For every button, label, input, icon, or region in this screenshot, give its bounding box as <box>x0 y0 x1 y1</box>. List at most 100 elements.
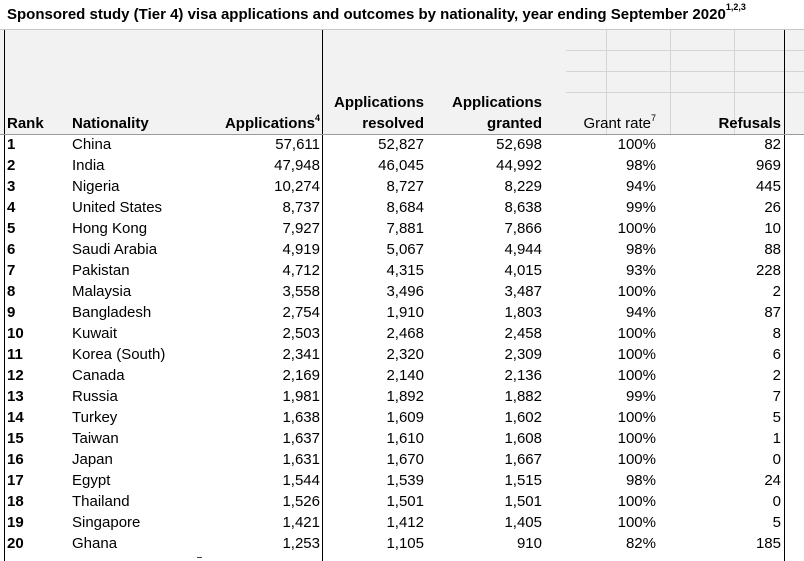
grant-rate-cell: 100% <box>617 325 656 342</box>
rank-cell: 17 <box>7 472 24 489</box>
refusals-cell: 24 <box>764 472 781 489</box>
resolved-cell: 46,045 <box>378 157 424 174</box>
grant-rate-cell: 94% <box>625 304 656 321</box>
border-left <box>4 30 5 561</box>
rank-cell: 1 <box>7 136 16 153</box>
rank-cell: 3 <box>7 178 16 195</box>
applications-cell: 1,637 <box>282 430 320 447</box>
granted-cell: 1,405 <box>504 514 542 531</box>
header-rank: Rank <box>7 115 44 132</box>
grant-rate-cell: 100% <box>617 409 656 426</box>
nationality-cell: Russia <box>72 388 118 405</box>
granted-cell: 1,515 <box>504 472 542 489</box>
applications-cell: 47,948 <box>274 157 320 174</box>
title-footnote: 1,2,3 <box>725 2 746 12</box>
cut-off-mark <box>197 557 202 561</box>
nationality-cell: Malaysia <box>72 283 132 300</box>
resolved-cell: 2,320 <box>386 346 424 363</box>
applications-cell: 4,712 <box>282 262 320 279</box>
header-grant-rate-note: 7 <box>650 113 656 123</box>
grant-rate-cell: 100% <box>617 346 656 363</box>
table-row: 12 Canada 2,169 2,140 2,136 100% 2 <box>0 365 804 386</box>
header-applications-note: 4 <box>314 113 320 123</box>
grant-rate-cell: 98% <box>625 157 656 174</box>
resolved-cell: 1,670 <box>386 451 424 468</box>
applications-cell: 1,981 <box>282 388 320 405</box>
rank-cell: 14 <box>7 409 24 426</box>
header-applications-label: Applications <box>224 115 315 132</box>
granted-cell: 2,136 <box>504 367 542 384</box>
nationality-cell: Ghana <box>72 535 118 552</box>
grant-rate-cell: 100% <box>617 493 656 510</box>
grant-rate-cell: 99% <box>625 388 656 405</box>
resolved-cell: 1,609 <box>386 409 424 426</box>
table-row: 20 Ghana 1,253 1,105 910 82% 185 <box>0 533 804 554</box>
nationality-cell: China <box>72 136 112 153</box>
table-title-text: Sponsored study (Tier 4) visa applicatio… <box>7 6 726 23</box>
grant-rate-cell: 82% <box>625 535 656 552</box>
rank-cell: 5 <box>7 220 16 237</box>
granted-cell: 1,608 <box>504 430 542 447</box>
applications-cell: 1,421 <box>282 514 320 531</box>
resolved-cell: 7,881 <box>386 220 424 237</box>
table-row: 15 Taiwan 1,637 1,610 1,608 100% 1 <box>0 428 804 449</box>
table-row: 4 United States 8,737 8,684 8,638 99% 26 <box>0 197 804 218</box>
table-row: 2 India 47,948 46,045 44,992 98% 969 <box>0 155 804 176</box>
nationality-cell: India <box>72 157 105 174</box>
rank-cell: 8 <box>7 283 16 300</box>
table-title: Sponsored study (Tier 4) visa applicatio… <box>0 0 804 30</box>
grant-rate-cell: 98% <box>625 241 656 258</box>
applications-cell: 2,341 <box>282 346 320 363</box>
table-row: 3 Nigeria 10,274 8,727 8,229 94% 445 <box>0 176 804 197</box>
applications-cell: 2,754 <box>282 304 320 321</box>
header-grant-rate-label: Grant rate <box>583 115 651 132</box>
nationality-cell: Bangladesh <box>72 304 152 321</box>
resolved-cell: 1,105 <box>386 535 424 552</box>
granted-cell: 1,501 <box>504 493 542 510</box>
table-row: 16 Japan 1,631 1,670 1,667 100% 0 <box>0 449 804 470</box>
table-row: 17 Egypt 1,544 1,539 1,515 98% 24 <box>0 470 804 491</box>
nationality-cell: Egypt <box>72 472 111 489</box>
header-grant-rate: Grant rate7 <box>583 113 656 134</box>
applications-cell: 10,274 <box>274 178 320 195</box>
nationality-cell: Canada <box>72 367 125 384</box>
table-row: 8 Malaysia 3,558 3,496 3,487 100% 2 <box>0 281 804 302</box>
applications-cell: 1,638 <box>282 409 320 426</box>
nationality-cell: Hong Kong <box>72 220 148 237</box>
granted-cell: 1,803 <box>504 304 542 321</box>
resolved-cell: 8,684 <box>386 199 424 216</box>
refusals-cell: 969 <box>755 157 781 174</box>
refusals-cell: 0 <box>772 451 781 468</box>
table-row: 14 Turkey 1,638 1,609 1,602 100% 5 <box>0 407 804 428</box>
nationality-cell: Singapore <box>72 514 141 531</box>
header-granted-line1: Applications <box>451 94 542 111</box>
refusals-cell: 228 <box>755 262 781 279</box>
header-resolved-line2: resolved <box>362 115 424 132</box>
resolved-cell: 8,727 <box>386 178 424 195</box>
header-bottom-rule <box>0 134 804 135</box>
header-applications: Applications4 <box>225 113 320 134</box>
table-row: 1 China 57,611 52,827 52,698 100% 82 <box>0 134 804 155</box>
resolved-cell: 5,067 <box>386 241 424 258</box>
rank-cell: 4 <box>7 199 16 216</box>
refusals-cell: 7 <box>772 388 781 405</box>
table-row: 9 Bangladesh 2,754 1,910 1,803 94% 87 <box>0 302 804 323</box>
resolved-cell: 1,910 <box>386 304 424 321</box>
rank-cell: 9 <box>7 304 16 321</box>
grant-rate-cell: 98% <box>625 472 656 489</box>
refusals-cell: 2 <box>772 283 781 300</box>
rank-cell: 6 <box>7 241 16 258</box>
refusals-cell: 87 <box>764 304 781 321</box>
grant-rate-cell: 93% <box>625 262 656 279</box>
granted-cell: 8,229 <box>504 178 542 195</box>
grant-rate-cell: 100% <box>617 220 656 237</box>
nationality-cell: Korea (South) <box>72 346 166 363</box>
grant-rate-cell: 100% <box>617 451 656 468</box>
granted-cell: 4,015 <box>504 262 542 279</box>
applications-cell: 4,919 <box>282 241 320 258</box>
border-right <box>784 30 785 561</box>
refusals-cell: 10 <box>764 220 781 237</box>
applications-cell: 3,558 <box>282 283 320 300</box>
granted-cell: 2,458 <box>504 325 542 342</box>
grant-rate-cell: 94% <box>625 178 656 195</box>
